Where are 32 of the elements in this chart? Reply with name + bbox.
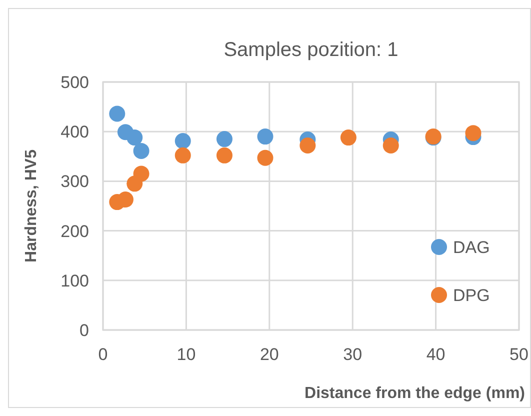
point: [257, 128, 274, 145]
y-axis-title: Hardness, HV5: [23, 149, 40, 262]
legend-label: DPG: [453, 286, 490, 305]
point: [465, 125, 482, 142]
x-tick-label: 40: [426, 345, 446, 364]
point: [109, 106, 126, 122]
y-tick-label: 300: [60, 172, 89, 192]
point: [133, 142, 150, 159]
x-tick-label: 0: [98, 345, 108, 364]
point: [174, 133, 191, 150]
point: [216, 147, 232, 164]
x-tick-label: 10: [176, 345, 196, 364]
y-tick-label: 100: [60, 271, 89, 290]
point: [174, 147, 191, 164]
y-tick-label: 0: [80, 321, 89, 340]
point: [133, 166, 150, 182]
chart-title: Samples pozition: 1: [224, 39, 398, 61]
point: [257, 150, 274, 166]
point: [382, 137, 399, 154]
x-tick-label: 30: [343, 345, 362, 364]
y-tick-label: 400: [60, 122, 89, 142]
point: [126, 130, 143, 146]
x-tick-label: 20: [260, 345, 279, 364]
x-axis-title: Distance from the edge (mm): [304, 385, 525, 402]
legend-label: DAG: [453, 238, 490, 257]
point: [216, 131, 232, 148]
point: [117, 192, 134, 208]
point: [300, 137, 316, 154]
x-tick-label: 50: [510, 345, 528, 364]
point: [340, 130, 356, 146]
y-tick-label: 200: [60, 222, 89, 241]
y-tick-label: 500: [60, 73, 89, 92]
